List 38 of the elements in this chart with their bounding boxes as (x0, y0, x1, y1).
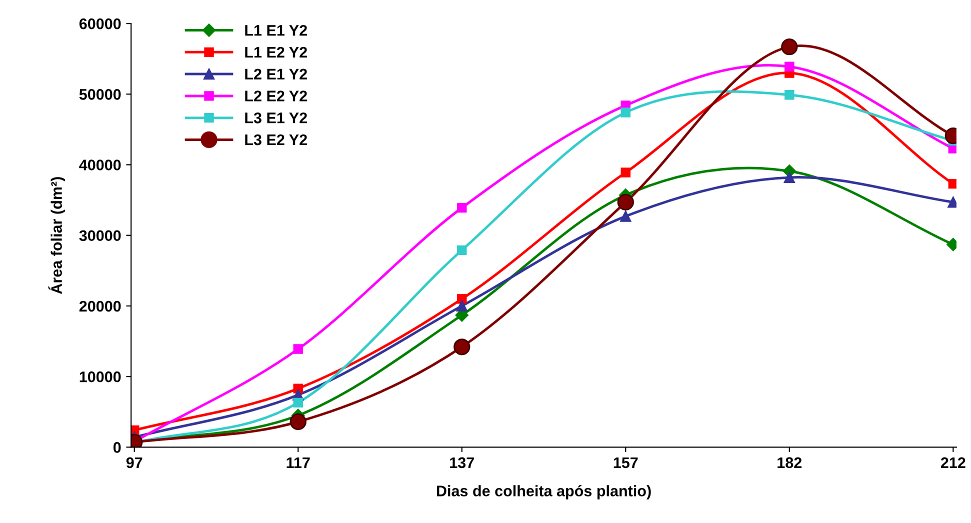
point (457, 245, 467, 256)
x-tick-label: 97 (126, 457, 142, 468)
legend-label: L3 E2 Y2 (245, 134, 307, 146)
point (948, 178, 956, 189)
y-tick-label: 50000 (79, 89, 121, 100)
point (781, 38, 798, 56)
x-tick-label: 157 (614, 457, 638, 468)
x-tick-label: 212 (940, 457, 966, 468)
legend-label: L2 E1 Y2 (245, 68, 307, 80)
point (290, 413, 306, 430)
point (456, 300, 468, 312)
point (457, 202, 467, 213)
y-tick-label: 30000 (79, 230, 121, 242)
x-axis-title: Dias de colheita após plantio) (436, 485, 651, 500)
point (784, 90, 794, 100)
x-tick-label: 117 (286, 457, 310, 468)
x-tick-label: 137 (450, 457, 474, 468)
y-axis-title: Área foliar (dm²) (48, 177, 65, 294)
point (620, 210, 632, 222)
y-tick-label: 10000 (80, 371, 121, 382)
point (293, 344, 303, 354)
legend-label: L1 E1 Y2 (245, 24, 307, 36)
y-tick-label: 40000 (79, 160, 121, 170)
x-tick-label: 182 (778, 457, 802, 468)
legend-label: L2 E2 Y2 (245, 90, 307, 102)
point (617, 194, 634, 210)
point (620, 108, 630, 118)
point (457, 294, 467, 304)
point (784, 172, 795, 184)
legend-label: L3 E1 Y2 (245, 112, 307, 124)
point (620, 168, 630, 178)
legend-label: L1 E2 Y2 (245, 46, 307, 58)
point (454, 338, 470, 356)
y-tick-label: 0 (113, 442, 121, 453)
y-tick-label: 60000 (79, 18, 121, 30)
point (784, 62, 794, 72)
point (293, 398, 303, 408)
y-tick-label: 20000 (79, 300, 121, 312)
